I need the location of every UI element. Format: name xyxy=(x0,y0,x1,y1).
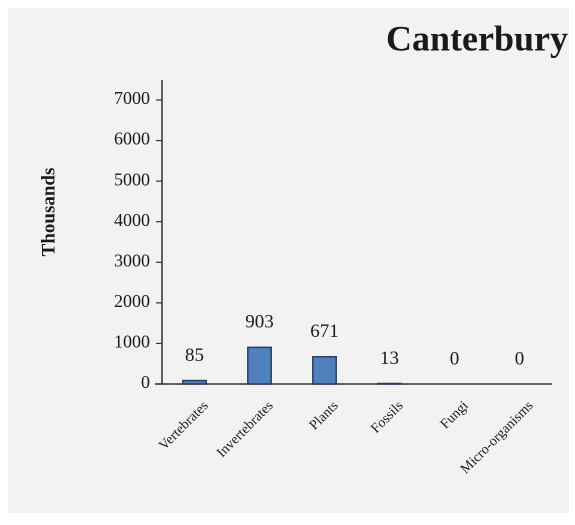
data-label: 85 xyxy=(185,345,204,366)
y-tick-label: 5000 xyxy=(114,169,150,189)
y-tick-label: 6000 xyxy=(114,129,150,149)
bar xyxy=(247,346,272,385)
y-axis-label: Thousands xyxy=(38,168,59,257)
bar xyxy=(312,356,337,385)
data-label: 903 xyxy=(245,312,274,333)
chart-background xyxy=(8,8,569,513)
data-label: 13 xyxy=(380,348,399,369)
data-label: 0 xyxy=(515,348,525,369)
y-tick-label: 4000 xyxy=(114,210,150,230)
bar xyxy=(182,379,207,385)
bar xyxy=(377,382,402,385)
data-label: 671 xyxy=(310,321,339,342)
y-tick-label: 3000 xyxy=(114,250,150,270)
data-label: 0 xyxy=(450,348,460,369)
chart-title: Canterbury xyxy=(386,18,568,58)
y-tick-label: 7000 xyxy=(114,88,150,108)
y-tick-label: 0 xyxy=(141,372,150,392)
y-tick-label: 1000 xyxy=(114,332,150,352)
y-tick-label: 2000 xyxy=(114,291,150,311)
